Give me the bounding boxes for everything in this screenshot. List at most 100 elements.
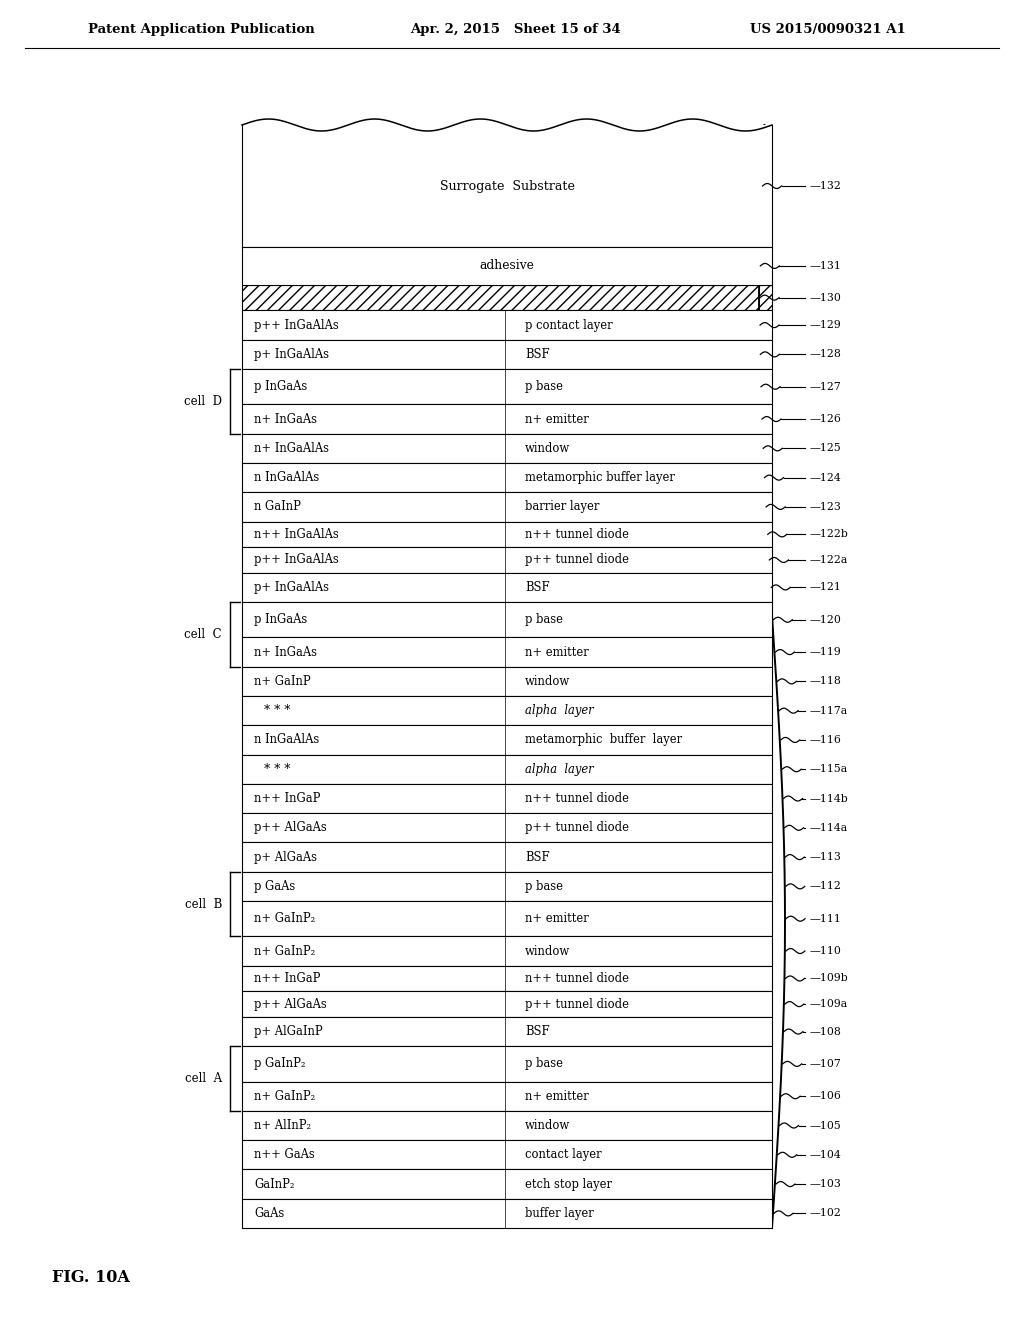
Text: Apr. 2, 2015   Sheet 15 of 34: Apr. 2, 2015 Sheet 15 of 34 xyxy=(410,24,621,37)
Text: cell  A: cell A xyxy=(185,1072,222,1085)
Text: n++ InGaP: n++ InGaP xyxy=(254,972,321,985)
Text: US 2015/0090321 A1: US 2015/0090321 A1 xyxy=(750,24,906,37)
Text: BSF: BSF xyxy=(525,581,550,594)
Text: —124: —124 xyxy=(810,473,842,483)
Text: —132: —132 xyxy=(810,181,842,191)
Bar xyxy=(242,1111,772,1140)
Text: * * *: * * * xyxy=(264,763,291,776)
Bar xyxy=(242,602,772,638)
Text: buffer layer: buffer layer xyxy=(525,1206,594,1220)
Text: —105: —105 xyxy=(810,1121,842,1130)
Text: n++ tunnel diode: n++ tunnel diode xyxy=(525,792,629,805)
Bar xyxy=(242,492,772,521)
Text: cell  C: cell C xyxy=(184,628,222,642)
Bar xyxy=(242,285,772,310)
Text: window: window xyxy=(525,945,570,957)
Text: p++ AlGaAs: p++ AlGaAs xyxy=(254,998,327,1011)
Text: —127: —127 xyxy=(810,381,842,392)
Text: n GaInP: n GaInP xyxy=(254,500,301,513)
Text: GaInP₂: GaInP₂ xyxy=(254,1177,295,1191)
Bar xyxy=(242,247,772,285)
Text: —120: —120 xyxy=(810,615,842,624)
Text: p base: p base xyxy=(525,380,563,393)
Text: n+ GaInP: n+ GaInP xyxy=(254,675,310,688)
Bar xyxy=(242,696,772,725)
Bar xyxy=(242,936,772,966)
Text: Patent Application Publication: Patent Application Publication xyxy=(88,24,314,37)
Text: —131: —131 xyxy=(810,261,842,271)
Text: n+ emitter: n+ emitter xyxy=(525,912,589,925)
Text: —129: —129 xyxy=(810,321,842,330)
Text: n++ InGaAlAs: n++ InGaAlAs xyxy=(254,528,339,541)
Text: p++ tunnel diode: p++ tunnel diode xyxy=(525,821,629,834)
Bar xyxy=(242,991,772,1016)
Bar xyxy=(242,339,772,370)
Text: —125: —125 xyxy=(810,444,842,453)
Text: n++ tunnel diode: n++ tunnel diode xyxy=(525,528,629,541)
Text: —111: —111 xyxy=(810,913,842,924)
Text: FIG. 10A: FIG. 10A xyxy=(52,1270,130,1287)
Text: metamorphic  buffer  layer: metamorphic buffer layer xyxy=(525,734,682,746)
Bar xyxy=(242,966,772,991)
Text: p++ InGaAlAs: p++ InGaAlAs xyxy=(254,553,339,566)
Text: n++ tunnel diode: n++ tunnel diode xyxy=(525,972,629,985)
Text: p GaAs: p GaAs xyxy=(254,880,295,892)
Text: alpha  layer: alpha layer xyxy=(525,704,594,717)
Text: n InGaAlAs: n InGaAlAs xyxy=(254,734,319,746)
Text: BSF: BSF xyxy=(525,1026,550,1038)
Text: p base: p base xyxy=(525,880,563,892)
Bar xyxy=(242,125,772,247)
Text: n++ GaAs: n++ GaAs xyxy=(254,1148,314,1162)
Text: p+ InGaAlAs: p+ InGaAlAs xyxy=(254,581,329,594)
Text: —110: —110 xyxy=(810,946,842,956)
Text: —130: —130 xyxy=(810,293,842,302)
Text: —104: —104 xyxy=(810,1150,842,1160)
Bar xyxy=(242,1170,772,1199)
Text: cell  D: cell D xyxy=(184,395,222,408)
Text: n++ InGaP: n++ InGaP xyxy=(254,792,321,805)
Bar xyxy=(242,1140,772,1170)
Text: BSF: BSF xyxy=(525,850,550,863)
Text: n+ GaInP₂: n+ GaInP₂ xyxy=(254,945,315,957)
Text: —119: —119 xyxy=(810,647,842,657)
Text: GaAs: GaAs xyxy=(254,1206,285,1220)
Text: n+ emitter: n+ emitter xyxy=(525,1090,589,1102)
Bar xyxy=(242,1016,772,1047)
Bar xyxy=(242,842,772,871)
Bar xyxy=(242,871,772,902)
Text: p+ AlGaAs: p+ AlGaAs xyxy=(254,850,317,863)
Text: p base: p base xyxy=(525,614,563,626)
Text: n+ InGaAs: n+ InGaAs xyxy=(254,645,317,659)
Bar xyxy=(242,521,772,548)
Text: —109a: —109a xyxy=(810,999,848,1008)
Text: —126: —126 xyxy=(810,414,842,424)
Text: adhesive: adhesive xyxy=(479,260,535,272)
Text: —108: —108 xyxy=(810,1027,842,1036)
Bar xyxy=(242,370,772,404)
Text: window: window xyxy=(525,675,570,688)
Text: n+ emitter: n+ emitter xyxy=(525,645,589,659)
Bar xyxy=(242,638,772,667)
Text: * * *: * * * xyxy=(264,704,291,717)
Bar xyxy=(242,310,772,339)
Text: n+ GaInP₂: n+ GaInP₂ xyxy=(254,1090,315,1102)
Text: window: window xyxy=(525,442,570,455)
Text: n InGaAlAs: n InGaAlAs xyxy=(254,471,319,484)
Text: p+ InGaAlAs: p+ InGaAlAs xyxy=(254,348,329,360)
Text: p GaInP₂: p GaInP₂ xyxy=(254,1057,305,1071)
Text: —113: —113 xyxy=(810,853,842,862)
Text: —112: —112 xyxy=(810,882,842,891)
Text: —116: —116 xyxy=(810,735,842,744)
Text: BSF: BSF xyxy=(525,348,550,360)
Text: —123: —123 xyxy=(810,502,842,512)
Bar xyxy=(242,548,772,573)
Text: window: window xyxy=(525,1119,570,1133)
Text: —118: —118 xyxy=(810,676,842,686)
Text: —128: —128 xyxy=(810,350,842,359)
Text: —122a: —122a xyxy=(810,554,848,565)
Text: p InGaAs: p InGaAs xyxy=(254,380,307,393)
Bar xyxy=(242,813,772,842)
Text: —122b: —122b xyxy=(810,529,849,540)
Text: n+ AlInP₂: n+ AlInP₂ xyxy=(254,1119,311,1133)
Text: p++ InGaAlAs: p++ InGaAlAs xyxy=(254,318,339,331)
